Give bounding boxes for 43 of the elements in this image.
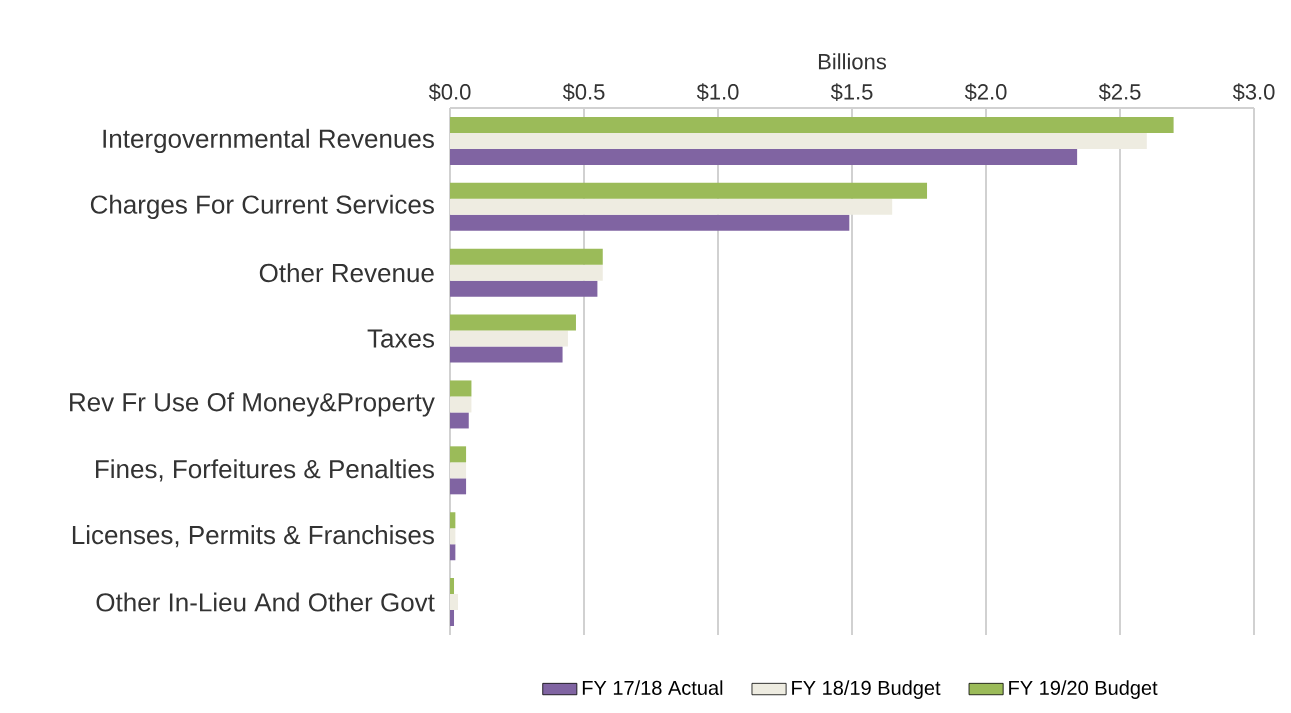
x-tick-label: $2.0 xyxy=(964,83,1007,101)
bar xyxy=(450,478,467,495)
x-tick-label: $0.5 xyxy=(562,83,605,101)
bar xyxy=(450,446,467,463)
bar xyxy=(450,528,456,545)
y-tick-label: Other Revenue xyxy=(259,263,434,283)
bar xyxy=(450,462,467,479)
bar xyxy=(450,578,455,595)
legend-label: FY 18/19 Budget xyxy=(792,680,941,699)
y-tick-label: Other In-Lieu And Other Govt xyxy=(96,592,435,612)
bar xyxy=(450,248,603,265)
bar xyxy=(450,594,459,611)
bar xyxy=(450,280,598,297)
bar xyxy=(450,182,928,199)
legend-label: FY 17/18 Actual xyxy=(582,680,723,695)
bar xyxy=(450,330,568,347)
bar xyxy=(450,346,563,363)
y-tick-label: Rev Fr Use Of Money&Property xyxy=(70,392,435,417)
x-tick-label: $1.5 xyxy=(830,83,873,101)
bar xyxy=(450,380,472,397)
x-tick-label: $3.0 xyxy=(1232,83,1275,101)
x-tick-label: $1.0 xyxy=(696,83,739,101)
y-tick-label: Licenses, Permits & Franchises xyxy=(72,525,434,548)
x-tick-label: $0.0 xyxy=(428,83,471,101)
x-tick-label: $2.5 xyxy=(1098,83,1141,101)
bar xyxy=(450,116,1174,133)
bar xyxy=(450,132,1147,149)
bar xyxy=(450,610,455,627)
y-tick-label: Fines, Forfeitures & Penalties xyxy=(96,459,434,482)
bar xyxy=(450,198,893,215)
bar xyxy=(450,264,603,281)
bar xyxy=(450,396,472,413)
bar xyxy=(450,148,1078,165)
y-tick-label: Intergovernmental Revenues xyxy=(103,128,434,154)
bar xyxy=(450,214,850,231)
bar xyxy=(450,512,456,529)
bar xyxy=(450,544,456,561)
bar xyxy=(450,412,469,429)
y-tick-label: Taxes xyxy=(367,329,435,348)
bar xyxy=(450,314,576,331)
x-axis-title: Billions xyxy=(818,53,887,70)
legend-label: FY 19/20 Budget xyxy=(1009,680,1158,699)
y-tick-label: Charges For Current Services xyxy=(90,194,434,219)
